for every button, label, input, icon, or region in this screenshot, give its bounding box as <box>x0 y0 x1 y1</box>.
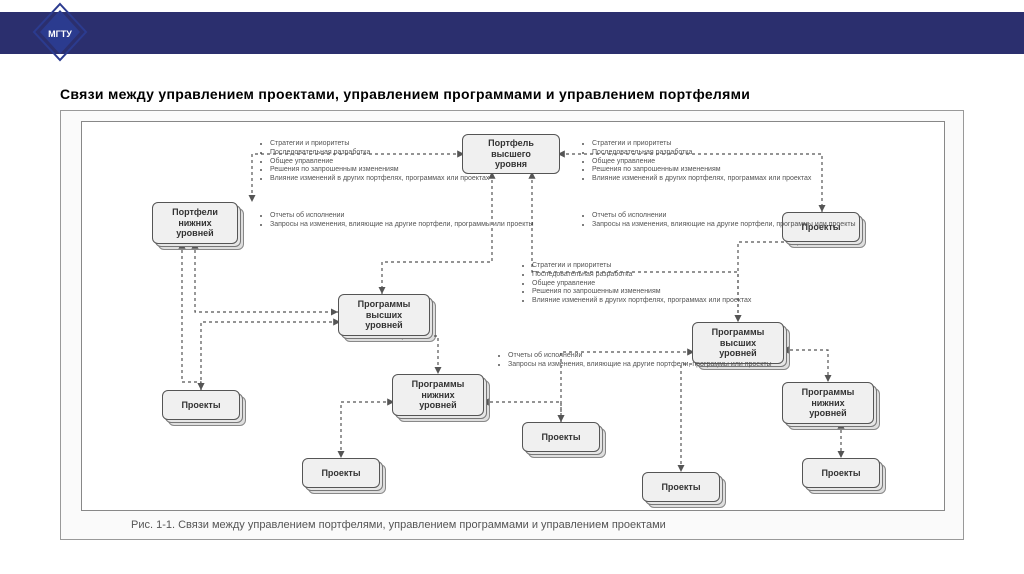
diagram-annotation-a1: Стратегии и приоритетыПоследовательная р… <box>260 140 489 184</box>
annotation-item: Стратегии и приоритеты <box>270 140 489 149</box>
annotation-item: Запросы на изменения, влияющие на другие… <box>508 361 772 370</box>
diagram-caption: Рис. 1-1. Связи между управлением портфе… <box>131 519 666 531</box>
annotation-item: Последовательная разработка <box>532 271 751 280</box>
annotation-item: Общее управление <box>532 280 751 289</box>
diagram-node-leftPort: Портфелинижнихуровней <box>152 202 238 244</box>
diagram-node-projL2: Проекты <box>302 458 380 488</box>
diagram-node-progLR: Программынижнихуровней <box>782 382 874 424</box>
annotation-item: Последовательная разработка <box>270 149 489 158</box>
edge-top-progHL <box>382 174 492 294</box>
annotation-item: Влияние изменений в других портфелях, пр… <box>592 175 811 184</box>
edge-progHR-progLR <box>784 350 828 382</box>
annotation-item: Стратегии и приоритеты <box>532 262 751 271</box>
diagram-node-progHL: Программывысшихуровней <box>338 294 430 336</box>
annotation-item: Общее управление <box>592 158 811 167</box>
annotation-item: Отчеты об исполнении <box>592 212 856 221</box>
edge-leftPort-projL1 <box>182 244 201 390</box>
edge-progHR-projR2 <box>681 364 722 472</box>
edge-progLL-projL2 <box>341 402 392 458</box>
svg-text:МГТУ: МГТУ <box>48 29 72 39</box>
annotation-item: Запросы на изменения, влияющие на другие… <box>592 221 856 230</box>
annotation-item: Последовательная разработка <box>592 149 811 158</box>
diagram-annotation-a6: Отчеты об исполненииЗапросы на изменения… <box>498 352 772 370</box>
diagram-container: ПортфельвысшегоуровняПортфелинижнихуровн… <box>60 110 964 540</box>
diagram-node-projC: Проекты <box>522 422 600 452</box>
diagram-edges <box>82 122 944 510</box>
edge-progLL-projC <box>484 402 561 422</box>
annotation-item: Запросы на изменения, влияющие на другие… <box>270 221 534 230</box>
diagram-node-progLL: Программынижнихуровней <box>392 374 484 416</box>
diagram-node-projR3: Проекты <box>802 458 880 488</box>
diagram-annotation-a4: Отчеты об исполненииЗапросы на изменения… <box>582 212 856 230</box>
annotation-item: Решения по запрошенным изменениям <box>592 166 811 175</box>
logo: МГТУ <box>30 2 90 62</box>
diagram-inner: ПортфельвысшегоуровняПортфелинижнихуровн… <box>81 121 945 511</box>
annotation-item: Влияние изменений в других портфелях, пр… <box>532 297 751 306</box>
diagram-annotation-a2: Стратегии и приоритетыПоследовательная р… <box>582 140 811 184</box>
diagram-node-projR2: Проекты <box>642 472 720 502</box>
diagram-annotation-a3: Отчеты об исполненииЗапросы на изменения… <box>260 212 534 230</box>
annotation-item: Отчеты об исполнении <box>508 352 772 361</box>
annotation-item: Решения по запрошенным изменениям <box>532 288 751 297</box>
diagram-node-projL1: Проекты <box>162 390 240 420</box>
header-bar <box>0 12 1024 54</box>
annotation-item: Общее управление <box>270 158 489 167</box>
diagram-annotation-a5: Стратегии и приоритетыПоследовательная р… <box>522 262 751 306</box>
edge-leftPort-progHL <box>195 244 338 312</box>
page-title: Связи между управлением проектами, управ… <box>60 86 750 102</box>
annotation-item: Влияние изменений в других портфелях, пр… <box>270 175 489 184</box>
edge-progHL-projL1 <box>201 322 338 390</box>
annotation-item: Отчеты об исполнении <box>270 212 534 221</box>
annotation-item: Решения по запрошенным изменениям <box>270 166 489 175</box>
annotation-item: Стратегии и приоритеты <box>592 140 811 149</box>
